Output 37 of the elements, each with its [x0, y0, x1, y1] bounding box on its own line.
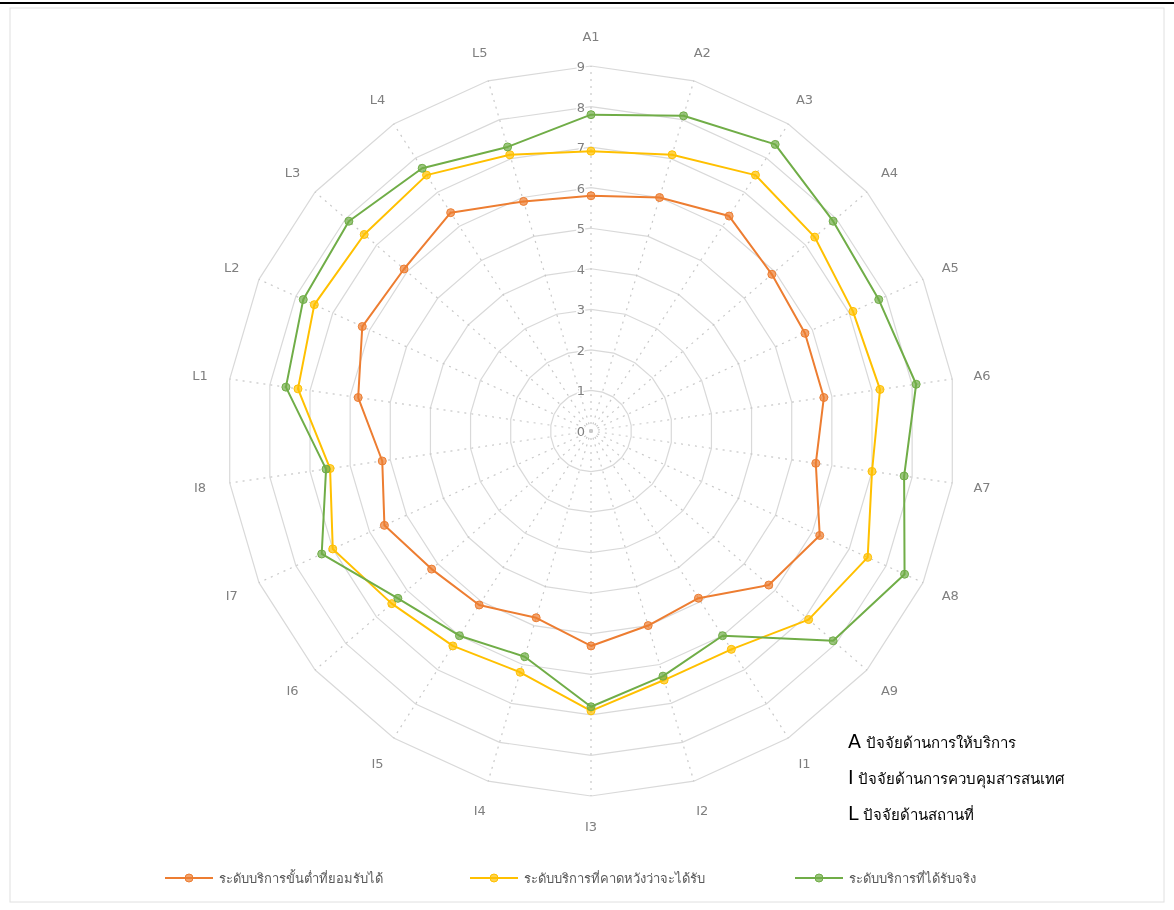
y-tick-label: 9: [576, 59, 585, 74]
spoke-label: L1: [192, 367, 208, 383]
spoke-label: I6: [286, 682, 299, 698]
spoke-label: A8: [941, 588, 959, 604]
y-tick-label: 0: [576, 424, 585, 439]
y-tick-label: 3: [576, 302, 585, 318]
spoke-label: L5: [471, 45, 488, 60]
y-tick-label: 1: [576, 383, 585, 399]
spoke-label: I3: [584, 819, 598, 834]
spoke-label: A4: [880, 165, 899, 181]
spoke-label: I4: [473, 803, 486, 818]
spoke-label: L2: [223, 259, 240, 275]
legend-label: ระดับบริการขั้นต่ำที่ยอมรับได้: [219, 869, 383, 886]
spoke-label: A5: [941, 259, 959, 275]
y-tick-label: 5: [576, 221, 585, 237]
spoke-label: L4: [369, 91, 386, 107]
spoke-label: A9: [880, 682, 899, 698]
text: I ปัจจัยด้านการควบคุมสารสนเทศ: [848, 766, 1066, 789]
spoke-label: L3: [284, 165, 301, 181]
y-tick-label: 8: [576, 99, 585, 115]
spoke-label: A1: [582, 29, 600, 44]
y-tick-label: 6: [576, 180, 585, 196]
spoke-label: I5: [371, 756, 384, 772]
legend-label: ระดับบริการที่ได้รับจริง: [849, 870, 976, 886]
spoke-label: A3: [795, 91, 814, 107]
spoke-label: A2: [693, 45, 711, 60]
spoke-label: I1: [798, 756, 811, 772]
spoke-label: I8: [193, 480, 207, 496]
text: L ปัจจัยด้านสถานที่: [848, 802, 975, 824]
y-tick-label: 2: [576, 342, 585, 358]
y-tick-label: 4: [576, 261, 585, 277]
legend-label: ระดับบริการที่คาดหวังว่าจะได้รับ: [524, 870, 705, 886]
spoke-label: A7: [973, 480, 991, 496]
spoke-label: I2: [696, 803, 709, 818]
spoke-label: A6: [973, 367, 991, 383]
text: A ปัจจัยด้านการให้บริการ: [848, 730, 1016, 752]
spoke-label: I7: [225, 588, 238, 604]
